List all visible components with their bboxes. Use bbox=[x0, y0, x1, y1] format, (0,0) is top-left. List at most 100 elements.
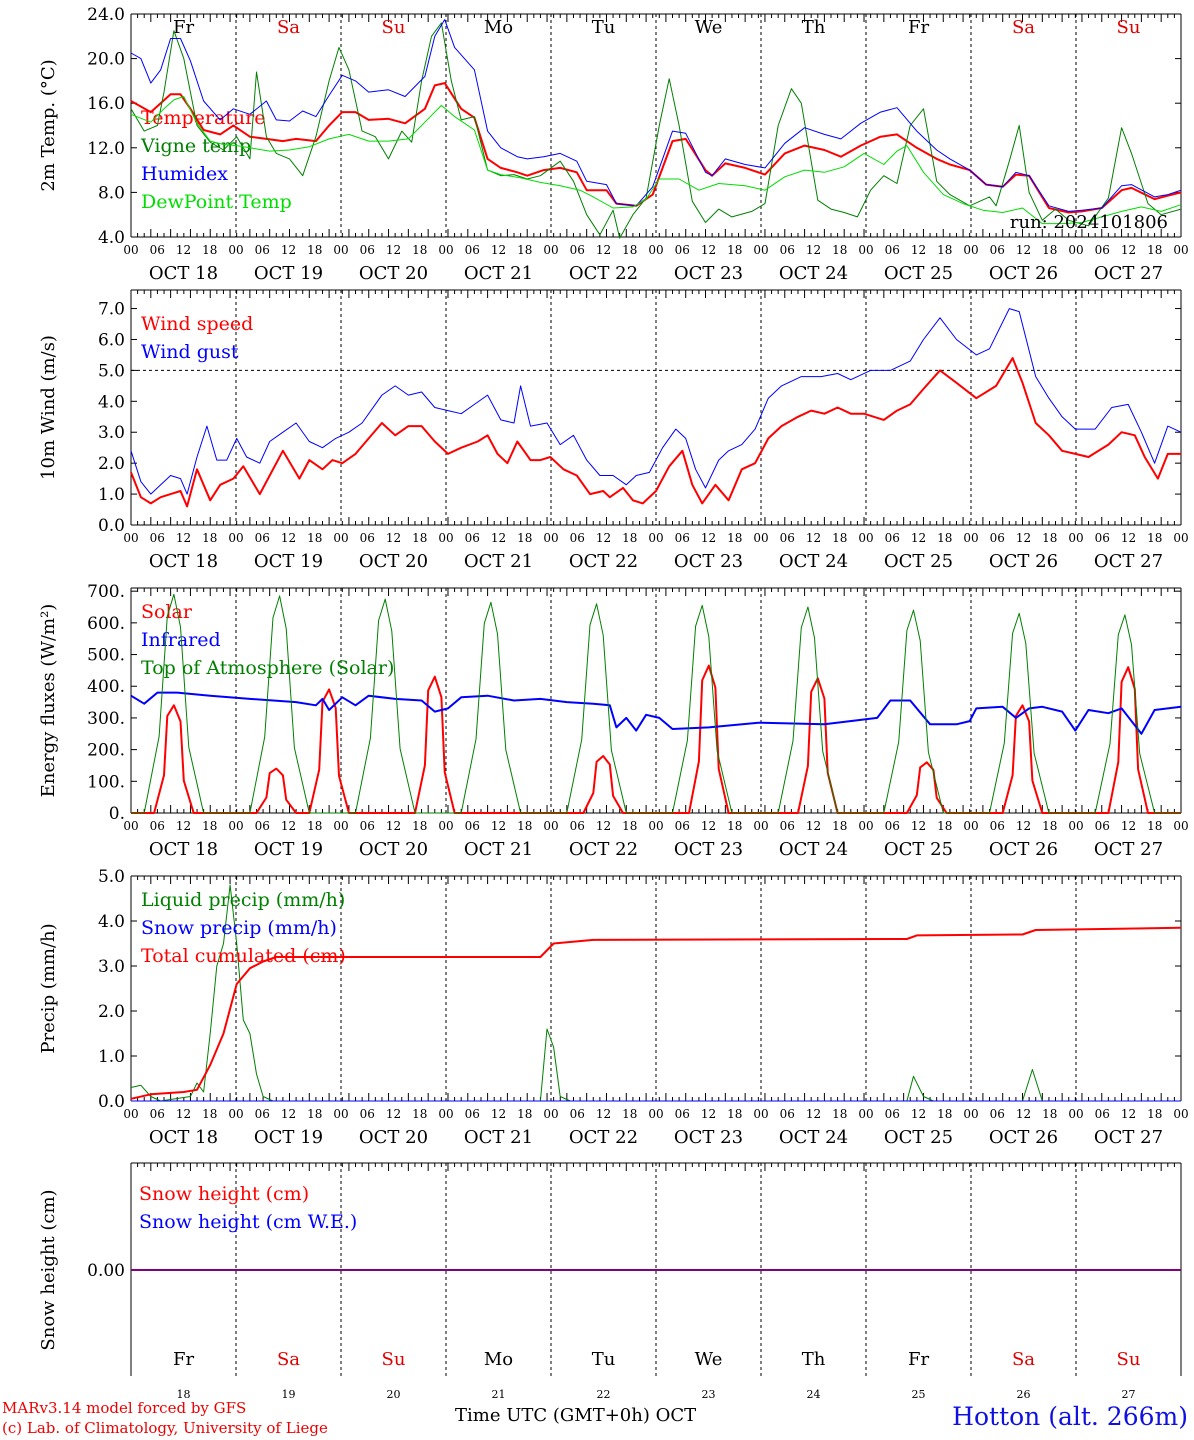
hour-tick-label: 12 bbox=[386, 1107, 401, 1121]
day-number-label: 23 bbox=[702, 1388, 716, 1401]
date-label: OCT 24 bbox=[779, 1127, 848, 1148]
hour-tick-label: 00 bbox=[543, 531, 558, 545]
hour-tick-label: 00 bbox=[1173, 819, 1188, 833]
series-line-wind-speed bbox=[130, 357, 1181, 508]
y-axis-label: Snow height (cm) bbox=[38, 1189, 59, 1350]
hour-tick-label: 06 bbox=[465, 819, 480, 833]
hour-tick-label: 00 bbox=[438, 819, 453, 833]
date-label: OCT 27 bbox=[1094, 263, 1163, 284]
weekday-label: Su bbox=[382, 1349, 406, 1370]
hour-tick-label: 06 bbox=[255, 243, 270, 257]
y-tick-label: 6.0 bbox=[98, 330, 125, 350]
hour-tick-label: 06 bbox=[990, 243, 1005, 257]
date-label: OCT 22 bbox=[569, 263, 638, 284]
hour-tick-label: 12 bbox=[806, 243, 821, 257]
date-label: OCT 20 bbox=[359, 263, 428, 284]
legend-entry: Solar bbox=[141, 601, 193, 623]
date-label: OCT 24 bbox=[779, 839, 848, 860]
hour-tick-label: 06 bbox=[570, 819, 585, 833]
hour-tick-label: 18 bbox=[307, 243, 322, 257]
hour-tick-label: 12 bbox=[491, 819, 506, 833]
day-number-label: 21 bbox=[492, 1388, 506, 1401]
legend-entry: Total cumulated (cm) bbox=[141, 945, 346, 967]
weekday-label: Th bbox=[802, 1349, 826, 1370]
hour-tick-label: 06 bbox=[675, 1107, 690, 1121]
date-label: OCT 19 bbox=[254, 839, 323, 860]
hour-tick-label: 06 bbox=[1095, 1107, 1110, 1121]
hour-tick-label: 12 bbox=[281, 1107, 296, 1121]
hour-tick-label: 18 bbox=[412, 819, 427, 833]
hour-tick-label: 06 bbox=[360, 819, 375, 833]
time-axis-title: Time UTC (GMT+0h) OCT bbox=[455, 1405, 696, 1426]
y-tick-label: 1.0 bbox=[98, 1047, 125, 1067]
legend-entry: Snow height (cm W.E.) bbox=[139, 1211, 357, 1233]
series-line-infrared bbox=[130, 691, 1182, 735]
y-tick-label: 7.0 bbox=[98, 300, 125, 320]
day-number-label: 18 bbox=[177, 1388, 191, 1401]
date-label: OCT 19 bbox=[254, 263, 323, 284]
legend-entry: Infrared bbox=[141, 629, 221, 651]
hour-tick-label: 12 bbox=[176, 1107, 191, 1121]
weekday-label: We bbox=[695, 1349, 723, 1370]
hour-tick-label: 00 bbox=[858, 1107, 873, 1121]
hour-tick-label: 12 bbox=[386, 243, 401, 257]
hour-tick-label: 00 bbox=[963, 243, 978, 257]
hour-tick-label: 18 bbox=[832, 531, 847, 545]
hour-tick-label: 00 bbox=[333, 1107, 348, 1121]
hour-tick-label: 00 bbox=[123, 243, 138, 257]
hour-tick-label: 12 bbox=[806, 1107, 821, 1121]
date-label: OCT 27 bbox=[1094, 839, 1163, 860]
y-axis-label: 10m Wind (m/s) bbox=[38, 335, 59, 480]
y-tick-label: 4.0 bbox=[98, 228, 125, 248]
hour-tick-label: 06 bbox=[360, 1107, 375, 1121]
y-tick-label: 24.0 bbox=[87, 5, 125, 25]
date-label: OCT 24 bbox=[779, 263, 848, 284]
hour-tick-label: 12 bbox=[701, 531, 716, 545]
hour-tick-label: 06 bbox=[1095, 531, 1110, 545]
hour-tick-label: 00 bbox=[648, 243, 663, 257]
hour-tick-label: 12 bbox=[1016, 531, 1031, 545]
hour-tick-label: 12 bbox=[911, 1107, 926, 1121]
hour-tick-label: 18 bbox=[307, 819, 322, 833]
hour-tick-label: 18 bbox=[832, 243, 847, 257]
hour-tick-label: 00 bbox=[123, 531, 138, 545]
series-line-top-of-atmosphere-solar- bbox=[131, 593, 1181, 814]
date-label: OCT 21 bbox=[464, 263, 533, 284]
date-label: OCT 26 bbox=[989, 551, 1058, 572]
hour-tick-label: 00 bbox=[648, 1107, 663, 1121]
hour-tick-label: 12 bbox=[806, 531, 821, 545]
hour-tick-label: 06 bbox=[780, 243, 795, 257]
hour-tick-label: 06 bbox=[675, 531, 690, 545]
legend-entry: DewPoint Temp bbox=[141, 191, 292, 213]
date-label: OCT 26 bbox=[989, 1127, 1058, 1148]
series-line-total-cumulated-cm- bbox=[130, 926, 1182, 1100]
hour-tick-label: 12 bbox=[911, 243, 926, 257]
hour-tick-label: 12 bbox=[491, 531, 506, 545]
day-number-label: 19 bbox=[282, 1388, 296, 1401]
date-label: OCT 18 bbox=[149, 551, 218, 572]
weekday-label: Fr bbox=[908, 1349, 929, 1370]
hour-tick-label: 12 bbox=[1121, 243, 1136, 257]
date-label: OCT 23 bbox=[674, 1127, 743, 1148]
hour-tick-label: 18 bbox=[937, 531, 952, 545]
hour-tick-label: 18 bbox=[937, 819, 952, 833]
date-label: OCT 24 bbox=[779, 551, 848, 572]
weekday-label: Su bbox=[382, 17, 406, 38]
y-tick-label: 3.0 bbox=[98, 957, 125, 977]
hour-tick-label: 18 bbox=[517, 1107, 532, 1121]
hour-tick-label: 18 bbox=[517, 531, 532, 545]
hour-tick-label: 18 bbox=[622, 1107, 637, 1121]
legend-entry: Temperature bbox=[141, 107, 265, 129]
hour-tick-label: 06 bbox=[885, 531, 900, 545]
hour-tick-label: 00 bbox=[333, 819, 348, 833]
hour-tick-label: 18 bbox=[202, 1107, 217, 1121]
date-label: OCT 20 bbox=[359, 551, 428, 572]
hour-tick-label: 06 bbox=[885, 243, 900, 257]
legend-entry: Vigne temp bbox=[140, 135, 251, 157]
hour-tick-label: 18 bbox=[1147, 1107, 1162, 1121]
y-tick-label: 16.0 bbox=[87, 94, 125, 114]
hour-tick-label: 18 bbox=[937, 243, 952, 257]
hour-tick-label: 00 bbox=[438, 243, 453, 257]
series-line-liquid-precip-mm-h- bbox=[130, 884, 1181, 1102]
hour-tick-label: 18 bbox=[307, 531, 322, 545]
